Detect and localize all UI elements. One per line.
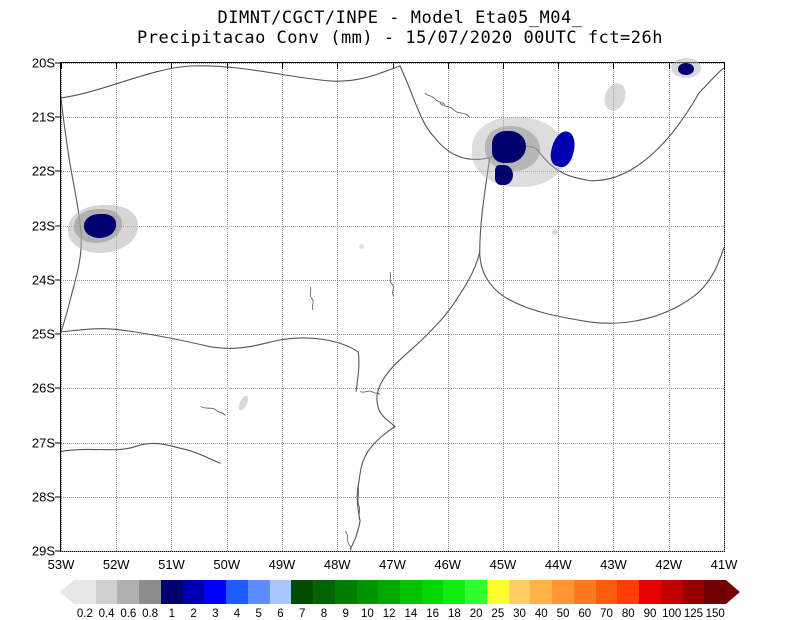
xtick-49: 49W [269, 557, 296, 572]
legend-label-13: 10 [357, 608, 379, 620]
legend-cell-22 [552, 580, 574, 604]
xtick-50: 50W [213, 557, 240, 572]
legend-cell-18 [465, 580, 487, 604]
legend-cell-26 [639, 580, 661, 604]
legend-label-29: 150 [704, 608, 726, 620]
xtick-42: 42W [655, 557, 682, 572]
legend-cell-13 [357, 580, 379, 604]
legend-cell-15 [400, 580, 422, 604]
legend-label-5: 2 [183, 608, 205, 620]
ytick-23: 23S [32, 218, 55, 233]
ytick-25: 25S [32, 327, 55, 342]
legend-label-20: 30 [509, 608, 531, 620]
xtick-44: 44W [545, 557, 572, 572]
legend-cell-6 [204, 580, 226, 604]
legend-label-17: 18 [443, 608, 465, 620]
ytick-20: 20S [32, 56, 55, 71]
legend-label-1: 0.4 [96, 608, 118, 620]
legend-label-7: 4 [226, 608, 248, 620]
xtick-43: 43W [600, 557, 627, 572]
title-line2: Precipitacao Conv (mm) - 15/07/2020 00UT… [0, 28, 800, 48]
xtick-45: 45W [490, 557, 517, 572]
legend-cell-7 [226, 580, 248, 604]
legend-label-28: 125 [683, 608, 705, 620]
legend-label-10: 7 [291, 608, 313, 620]
legend-label-23: 60 [574, 608, 596, 620]
legend-arrow-right [726, 580, 740, 604]
legend-label-25: 80 [617, 608, 639, 620]
legend-label-8: 5 [248, 608, 270, 620]
legend-cell-25 [617, 580, 639, 604]
legend-cell-27 [661, 580, 683, 604]
legend-cell-10 [291, 580, 313, 604]
legend-label-21: 40 [530, 608, 552, 620]
xtickmark-41 [724, 63, 725, 69]
title-line1: DIMNT/CGCT/INPE - Model Eta05_M04_ [0, 8, 800, 28]
legend-label-6: 3 [204, 608, 226, 620]
legend-label-19: 25 [487, 608, 509, 620]
legend-label-12: 9 [335, 608, 357, 620]
legend-cell-12 [335, 580, 357, 604]
legend-label-2: 0.6 [117, 608, 139, 620]
xtick-52: 52W [103, 557, 130, 572]
legend-labels: 0.2 0.4 0.6 0.8 1 2 3 4 5 6 7 8 9 10 12 … [60, 608, 740, 620]
legend-label-11: 8 [313, 608, 335, 620]
legend-cell-14 [378, 580, 400, 604]
legend-cell-11 [313, 580, 335, 604]
coastline-map [61, 63, 724, 551]
legend-label-9: 6 [270, 608, 292, 620]
legend-label-16: 16 [422, 608, 444, 620]
ytick-21: 21S [32, 110, 55, 125]
xtick-47: 47W [379, 557, 406, 572]
xtick-51: 51W [158, 557, 185, 572]
legend-label-26: 90 [639, 608, 661, 620]
xtick-48: 48W [324, 557, 351, 572]
legend-cell-20 [509, 580, 531, 604]
xtick-53: 53W [48, 557, 75, 572]
ytick-24: 24S [32, 272, 55, 287]
legend-cell-21 [530, 580, 552, 604]
legend-cell-5 [183, 580, 205, 604]
legend-arrow-left [60, 580, 74, 604]
legend-cell-29 [704, 580, 726, 604]
legend-cell-16 [422, 580, 444, 604]
gridline-x-41 [724, 63, 725, 551]
legend-label-4: 1 [161, 608, 183, 620]
legend-cell-2 [117, 580, 139, 604]
legend-label-14: 12 [378, 608, 400, 620]
title-block: DIMNT/CGCT/INPE - Model Eta05_M04_ Preci… [0, 0, 800, 48]
legend-label-24: 70 [596, 608, 618, 620]
ytick-27: 27S [32, 435, 55, 450]
ytick-26: 26S [32, 381, 55, 396]
legend-label-18: 20 [465, 608, 487, 620]
ytick-28: 28S [32, 489, 55, 504]
legend-cell-23 [574, 580, 596, 604]
legend-cell-24 [596, 580, 618, 604]
legend-cell-4 [161, 580, 183, 604]
map-plot-area[interactable]: 20S 21S 22S 23S 24S 25S 26S 27S 28S 29S … [60, 62, 725, 552]
legend-cell-0 [74, 580, 96, 604]
legend-label-3: 0.8 [139, 608, 161, 620]
legend-cell-1 [96, 580, 118, 604]
legend-label-15: 14 [400, 608, 422, 620]
legend-cell-8 [248, 580, 270, 604]
xtick-46: 46W [434, 557, 461, 572]
legend-label-27: 100 [661, 608, 683, 620]
legend-label-22: 50 [552, 608, 574, 620]
legend-label-0: 0.2 [74, 608, 96, 620]
legend-cell-28 [683, 580, 705, 604]
legend-cell-19 [487, 580, 509, 604]
color-legend[interactable]: 0.2 0.4 0.6 0.8 1 2 3 4 5 6 7 8 9 10 12 … [60, 580, 740, 620]
legend-cell-3 [139, 580, 161, 604]
gridline-y-29 [61, 551, 724, 552]
xtick-41: 41W [711, 557, 738, 572]
ytick-22: 22S [32, 164, 55, 179]
legend-cell-9 [270, 580, 292, 604]
legend-bar [60, 580, 740, 604]
legend-cell-17 [443, 580, 465, 604]
